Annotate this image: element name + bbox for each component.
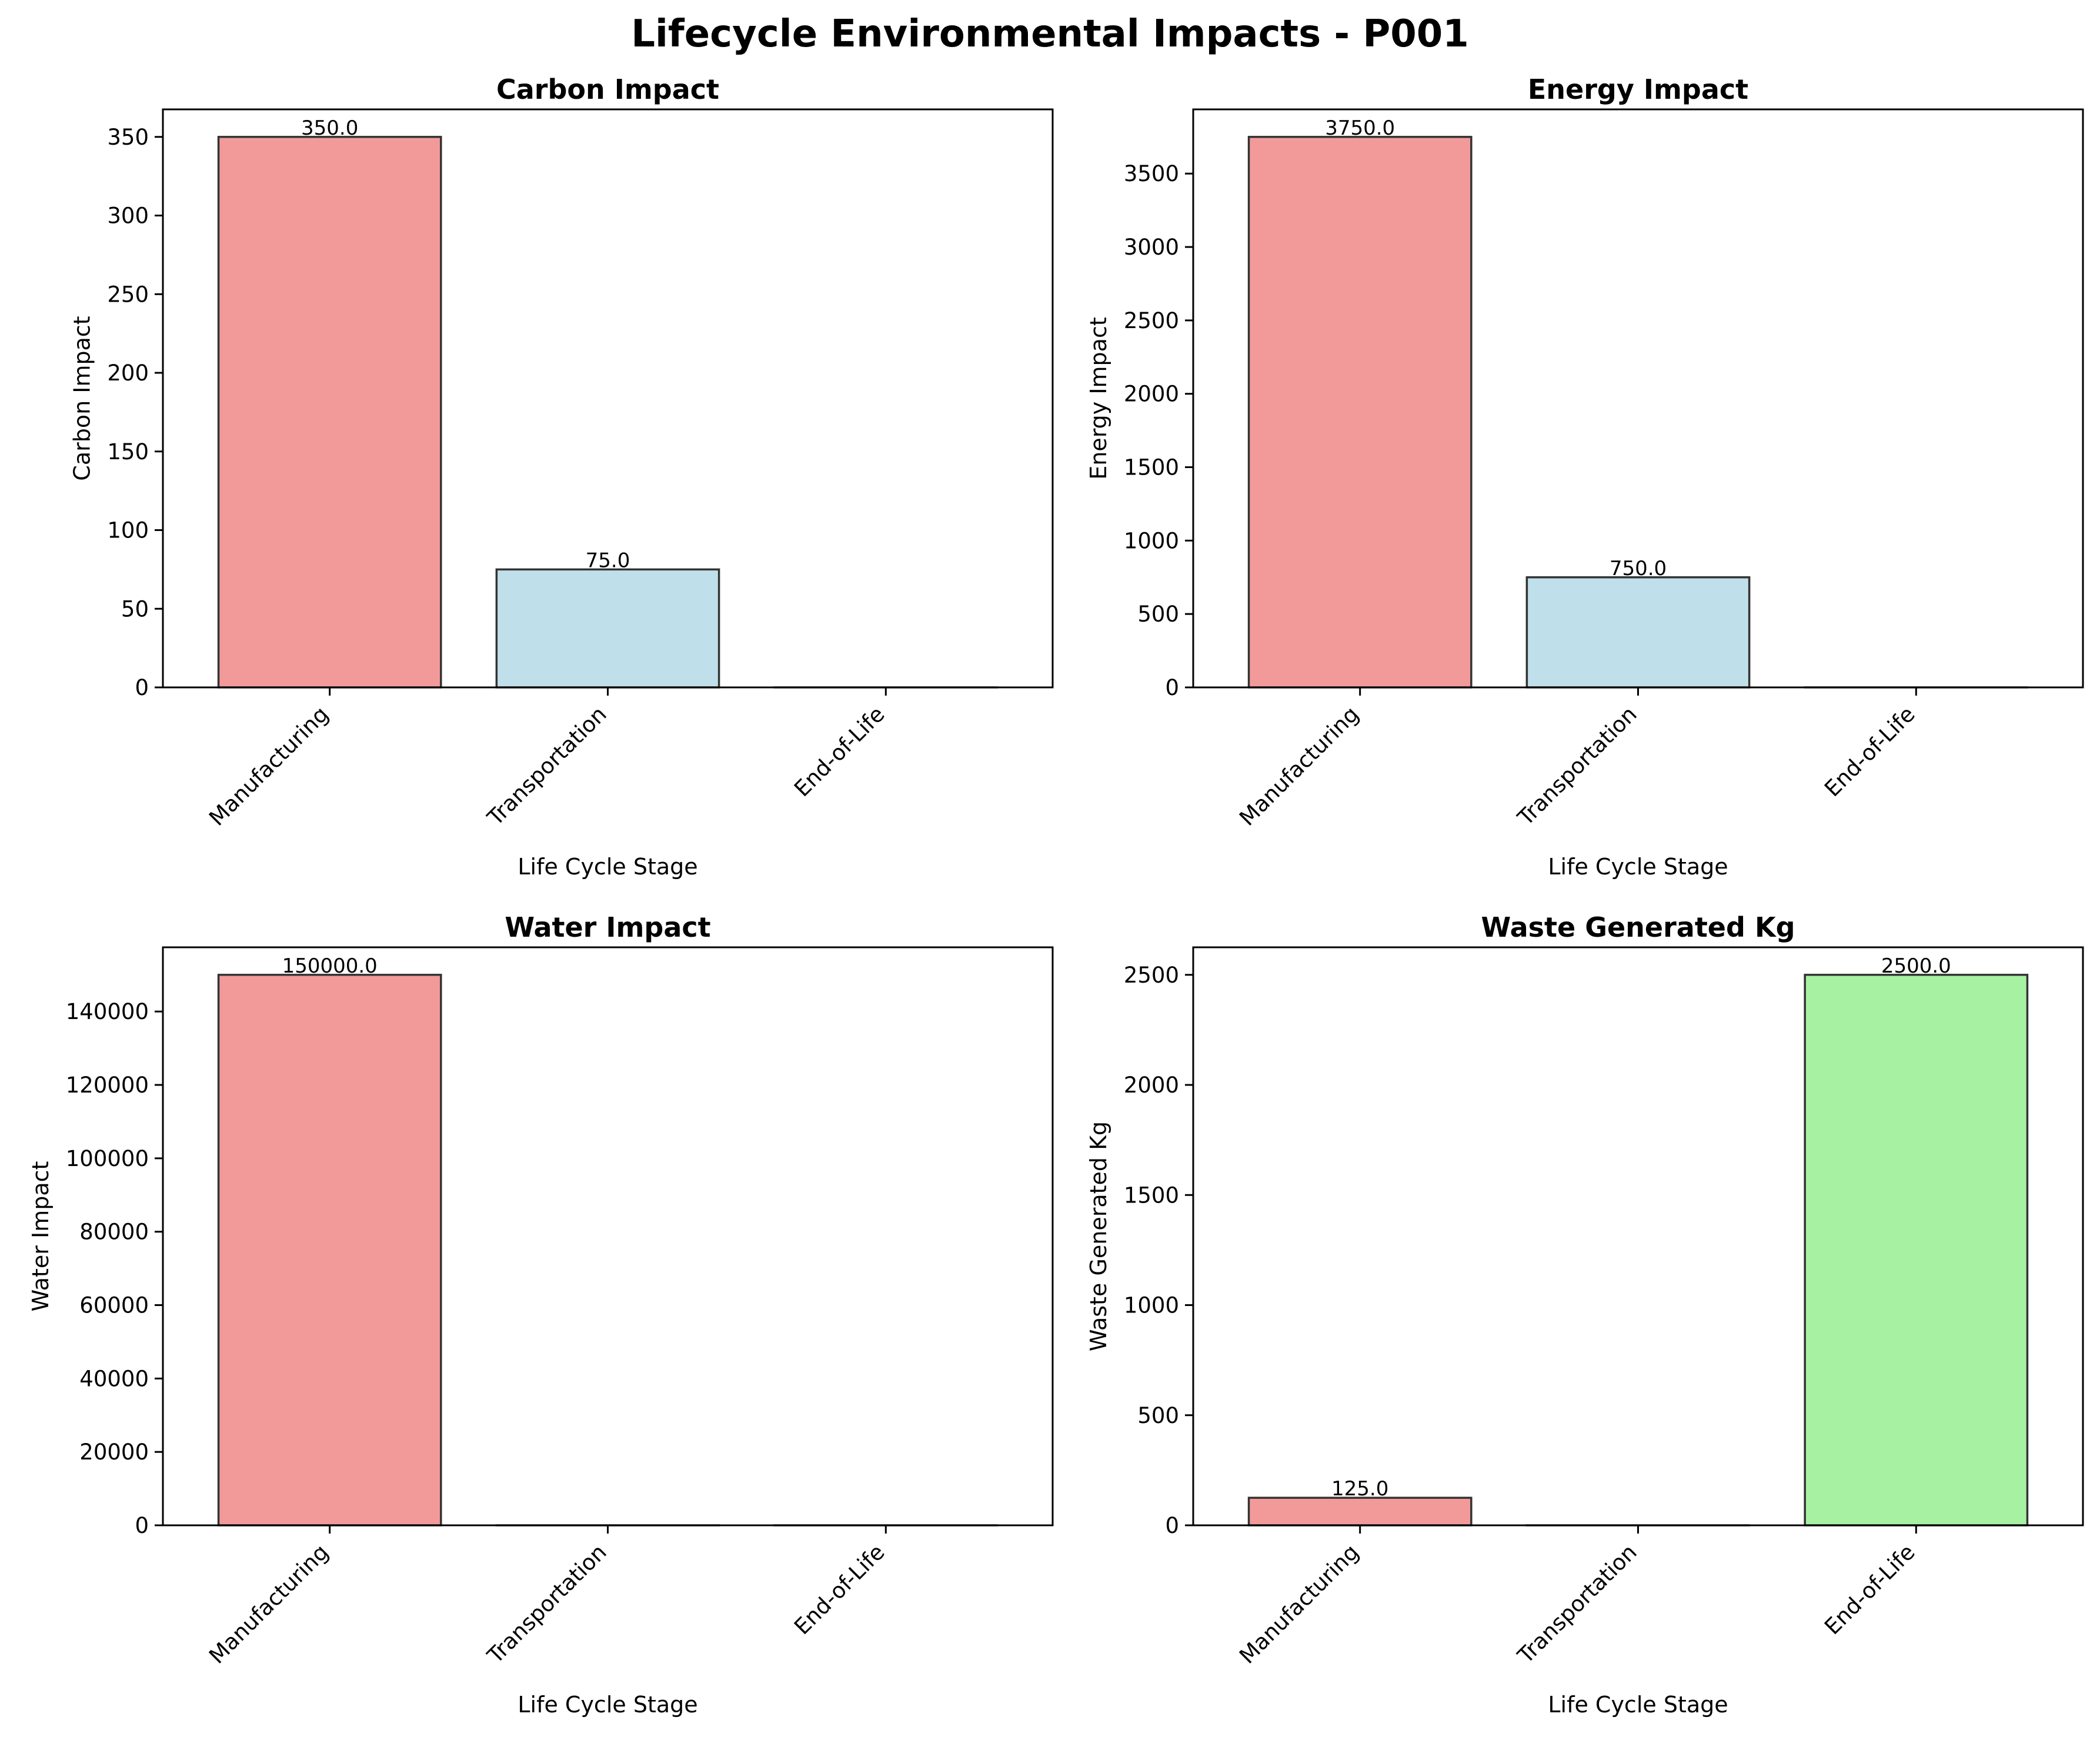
y-axis-label: Water Impact — [28, 1161, 54, 1312]
bar-manufacturing — [1247, 136, 1473, 689]
x-tick-label: End-of-Life — [1819, 702, 1919, 801]
x-axis-label: Life Cycle Stage — [518, 854, 697, 880]
x-tick-label: Manufacturing — [1234, 702, 1364, 831]
y-axis-label: Waste Generated Kg — [1086, 1121, 1111, 1351]
y-tick-label: 2000 — [1124, 382, 1179, 407]
y-tick-label: 0 — [135, 675, 149, 700]
y-tick-label: 80000 — [79, 1220, 149, 1245]
chart-title: Water Impact — [505, 911, 710, 943]
y-tick-label: 2500 — [1124, 308, 1179, 333]
chart-carbon-impact: Carbon Impact 350.0 75.0 0 50 100 150 200 250 300… — [69, 74, 1054, 880]
chart-waste-generated-kg: Waste Generated Kg 125.0 2500.0 0 500 1000 150… — [1086, 911, 2084, 1718]
y-tick-label: 2500 — [1124, 963, 1179, 988]
y-tick-label: 1500 — [1124, 455, 1179, 480]
x-axis-label: Life Cycle Stage — [1548, 1692, 1728, 1718]
x-tick-label: Manufacturing — [204, 702, 333, 831]
chart-title: Energy Impact — [1528, 74, 1748, 105]
figure-title: Lifecycle Environmental Impacts - P001 — [631, 12, 1469, 56]
y-tick-label: 100 — [107, 518, 149, 543]
y-tick-label: 350 — [107, 125, 149, 150]
data-label: 150000.0 — [282, 954, 378, 978]
chart-energy-impact: Energy Impact 3750.0 750.0 0 500 1000 1500 2000… — [1086, 74, 2084, 880]
y-tick-label: 0 — [1165, 1513, 1179, 1538]
data-label: 3750.0 — [1325, 116, 1395, 140]
bar-manufacturing — [217, 136, 442, 689]
x-tick-label: Manufacturing — [1234, 1539, 1364, 1669]
y-tick-label: 60000 — [79, 1293, 149, 1318]
x-tick-label: Transportation — [482, 1539, 612, 1669]
y-tick-label: 300 — [107, 203, 149, 229]
y-tick-label: 20000 — [79, 1439, 149, 1465]
x-tick-label: Manufacturing — [204, 1539, 333, 1669]
y-tick-label: 3500 — [1124, 161, 1179, 186]
x-axis-label: Life Cycle Stage — [518, 1692, 697, 1718]
data-label: 350.0 — [301, 116, 358, 140]
y-tick-label: 2000 — [1124, 1073, 1179, 1098]
y-tick-label: 0 — [135, 1513, 149, 1538]
y-tick-label: 150 — [107, 439, 149, 465]
y-tick-label: 200 — [107, 360, 149, 386]
y-tick-label: 0 — [1165, 675, 1179, 700]
y-tick-label: 3000 — [1124, 235, 1179, 260]
x-axis-label: Life Cycle Stage — [1548, 854, 1728, 880]
chart-title: Waste Generated Kg — [1481, 911, 1795, 943]
bar-manufacturing — [1247, 1497, 1473, 1526]
y-tick-label: 250 — [107, 282, 149, 307]
y-tick-label: 1000 — [1124, 1293, 1179, 1318]
x-tick-label: End-of-Life — [789, 702, 889, 801]
y-tick-label: 500 — [1137, 1403, 1179, 1428]
y-axis-label: Carbon Impact — [69, 316, 95, 480]
x-tick-label: End-of-Life — [1819, 1539, 1919, 1639]
y-tick-label: 120000 — [66, 1073, 149, 1098]
y-tick-label: 500 — [1137, 602, 1179, 627]
y-tick-label: 50 — [121, 596, 149, 622]
data-label: 75.0 — [586, 549, 630, 572]
y-tick-label: 1000 — [1124, 528, 1179, 553]
data-label: 125.0 — [1331, 1477, 1388, 1501]
x-tick-label: Transportation — [1513, 1539, 1642, 1669]
chart-water-impact: Water Impact 150000.0 0 20000 40000 60000 8000… — [28, 911, 1054, 1718]
bar-transportation — [495, 568, 720, 689]
data-label: 2500.0 — [1881, 954, 1951, 978]
data-label: 750.0 — [1610, 557, 1667, 580]
chart-title: Carbon Impact — [496, 74, 719, 105]
y-tick-label: 140000 — [66, 999, 149, 1024]
bar-transportation — [1525, 576, 1751, 689]
y-axis-label: Energy Impact — [1086, 317, 1111, 480]
bar-end-of-life — [1804, 974, 2029, 1526]
y-tick-label: 1500 — [1124, 1183, 1179, 1208]
x-tick-label: End-of-Life — [789, 1539, 889, 1639]
y-tick-label: 100000 — [66, 1146, 149, 1171]
x-tick-label: Transportation — [482, 702, 612, 831]
y-tick-label: 40000 — [79, 1366, 149, 1391]
x-tick-label: Transportation — [1513, 702, 1642, 831]
bar-manufacturing — [217, 974, 442, 1526]
